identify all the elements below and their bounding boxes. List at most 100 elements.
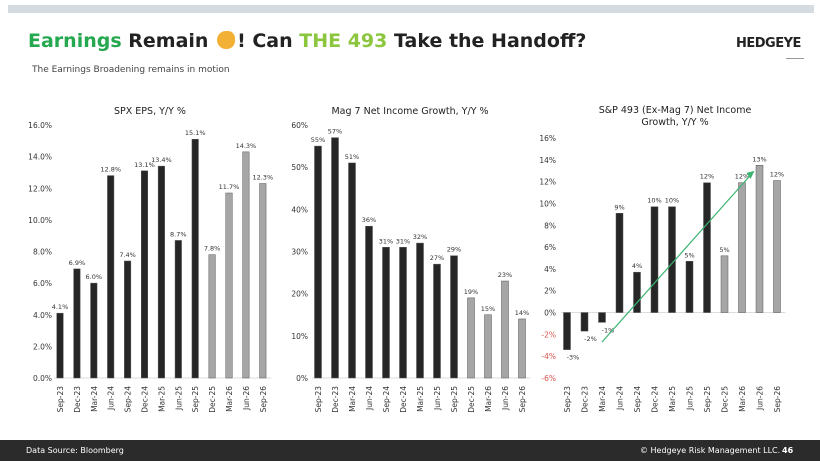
y-tick-label: 2% bbox=[544, 287, 556, 296]
bar bbox=[124, 260, 132, 379]
chart-title: SPX EPS, Y/Y % bbox=[114, 106, 186, 117]
x-tick-label: Jun-26 bbox=[756, 386, 765, 411]
data-label: 23% bbox=[498, 271, 512, 279]
data-label: 31% bbox=[396, 237, 410, 245]
y-tick-label: 0% bbox=[296, 374, 308, 383]
top-bar bbox=[8, 5, 814, 13]
data-label: 10% bbox=[647, 197, 661, 205]
data-label: 10% bbox=[665, 197, 679, 205]
data-label: 12.3% bbox=[252, 174, 273, 182]
arrowhead-icon bbox=[746, 170, 755, 179]
chart-title-line2: Growth, Y/Y % bbox=[641, 117, 709, 128]
data-label: 12% bbox=[735, 173, 749, 181]
data-label: 7.4% bbox=[119, 251, 136, 259]
y-tick-label: 10.0% bbox=[28, 216, 52, 225]
bar bbox=[720, 255, 729, 313]
y-tick-label: 6.0% bbox=[33, 279, 52, 288]
x-tick-label: Sep-25 bbox=[191, 386, 200, 413]
data-label: 12% bbox=[770, 171, 784, 179]
bar bbox=[225, 192, 233, 379]
bar bbox=[467, 297, 475, 379]
y-tick-label: 16.0% bbox=[28, 121, 52, 130]
bar bbox=[615, 213, 624, 313]
data-label: 29% bbox=[447, 246, 461, 254]
x-tick-label: Mar-26 bbox=[738, 386, 747, 412]
bar bbox=[90, 282, 98, 379]
title-handoff: Take the Handoff? bbox=[387, 30, 587, 52]
bar bbox=[450, 255, 458, 379]
y-tick-label: 10% bbox=[540, 199, 556, 208]
bar bbox=[174, 240, 182, 379]
bar bbox=[314, 145, 322, 379]
x-tick-label: Jun-26 bbox=[242, 386, 251, 411]
x-tick-label: Mar-26 bbox=[225, 386, 234, 412]
data-label: 36% bbox=[362, 216, 376, 224]
chart-title-line1: S&P 493 (Ex-Mag 7) Net Income bbox=[598, 105, 752, 116]
bar bbox=[348, 162, 356, 379]
title-can: ! Can bbox=[237, 30, 300, 52]
chart-title: S&P 493 (Ex-Mag 7) Net Income Growth, Y/Y… bbox=[540, 105, 810, 129]
bar bbox=[685, 261, 694, 313]
bar bbox=[107, 175, 115, 379]
x-tick-label: Dec-25 bbox=[467, 386, 476, 413]
x-tick-label: Dec-23 bbox=[331, 386, 340, 413]
bar bbox=[501, 280, 509, 379]
y-tick-label: 50% bbox=[291, 163, 308, 172]
data-label: 9% bbox=[614, 203, 624, 211]
data-label: 4.1% bbox=[52, 303, 69, 311]
bar bbox=[703, 182, 711, 313]
bar bbox=[331, 137, 339, 379]
x-tick-label: Jun-26 bbox=[501, 386, 510, 411]
x-tick-label: Sep-24 bbox=[382, 386, 391, 413]
x-tick-label: Sep-26 bbox=[518, 386, 527, 413]
data-label: 8.7% bbox=[170, 230, 187, 238]
bar bbox=[365, 225, 373, 379]
y-tick-label: 14.0% bbox=[28, 153, 52, 162]
chart-mag7: Mag 7 Net Income Growth, Y/Y % 0% 10% 20% 3… bbox=[280, 100, 540, 440]
y-tick-label: -6% bbox=[541, 374, 556, 383]
data-label: 51% bbox=[345, 153, 359, 161]
y-tick-label: 8% bbox=[544, 221, 556, 230]
x-tick-label: Sep-25 bbox=[450, 386, 459, 413]
x-tick-label: Mar-24 bbox=[598, 386, 607, 412]
x-tick-label: Mar-25 bbox=[668, 386, 677, 412]
bar bbox=[755, 165, 764, 313]
y-tick-label: 6% bbox=[544, 243, 556, 252]
bar bbox=[484, 314, 492, 379]
data-label: -3% bbox=[567, 354, 580, 362]
data-label: 12.8% bbox=[100, 166, 121, 174]
page-number: 46 bbox=[782, 446, 794, 455]
bar bbox=[208, 254, 216, 379]
data-label: 6.0% bbox=[86, 273, 103, 281]
x-tick-label: Sep-23 bbox=[56, 386, 65, 413]
x-tick-label: Dec-24 bbox=[141, 386, 150, 413]
data-label: 13% bbox=[752, 155, 766, 163]
data-label: 15% bbox=[481, 305, 495, 313]
data-label: 31% bbox=[379, 237, 393, 245]
y-tick-label: 12% bbox=[540, 178, 556, 187]
y-tick-label: 14% bbox=[540, 156, 556, 165]
data-label: -2% bbox=[584, 335, 597, 343]
y-tick-label: 8.0% bbox=[33, 248, 52, 257]
x-tick-label: Sep-26 bbox=[773, 386, 782, 413]
bar bbox=[191, 138, 199, 379]
x-tick-label: Dec-25 bbox=[721, 386, 730, 413]
y-tick-label: 10% bbox=[291, 332, 308, 341]
bar bbox=[399, 247, 407, 379]
bar bbox=[668, 206, 676, 313]
bar bbox=[563, 312, 571, 350]
bar bbox=[382, 247, 390, 379]
y-tick-label: 30% bbox=[291, 248, 308, 257]
data-label: 15.1% bbox=[185, 129, 206, 137]
bar bbox=[633, 271, 641, 313]
x-tick-label: Sep-25 bbox=[703, 386, 712, 413]
x-tick-label: Dec-25 bbox=[208, 386, 217, 413]
logo-underline bbox=[786, 58, 804, 59]
x-tick-label: Sep-26 bbox=[259, 386, 268, 413]
bar bbox=[259, 183, 267, 379]
x-tick-label: Jun-24 bbox=[365, 386, 374, 411]
x-tick-label: Dec-24 bbox=[651, 386, 660, 413]
x-tick-label: Dec-24 bbox=[399, 386, 408, 413]
title-remain: Remain bbox=[121, 30, 216, 52]
x-tick-label: Mar-25 bbox=[157, 386, 166, 412]
